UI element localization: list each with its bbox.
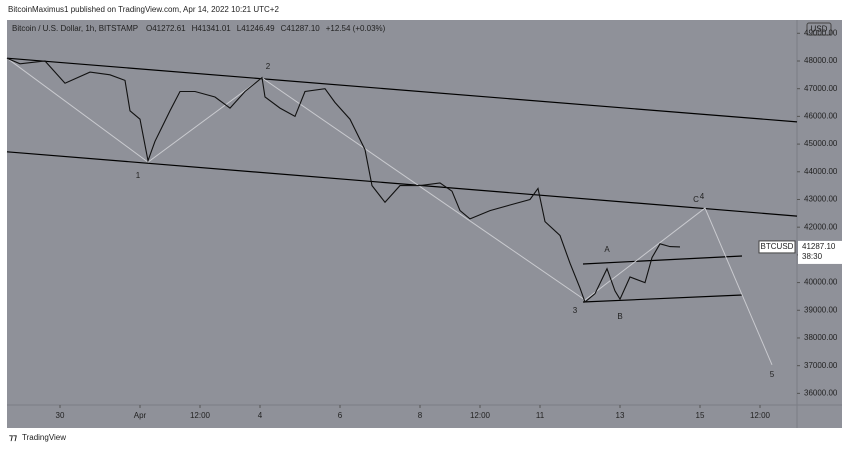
x-tick-label: 15 (696, 411, 705, 420)
symbol-name: BTCUSD (761, 242, 794, 251)
x-tick-label: 8 (418, 411, 423, 420)
trend-line (6, 57, 773, 365)
wave-label: 1 (136, 171, 141, 180)
currency-box (806, 22, 832, 36)
publisher: BitcoinMaximus1 published on TradingView… (8, 5, 279, 14)
countdown: 38:30 (802, 252, 823, 261)
y-tick-label: 40000.00 (804, 278, 838, 287)
wave-label: 4 (700, 192, 705, 201)
price-line (6, 57, 681, 303)
x-tick-label: 12:00 (190, 411, 211, 420)
y-tick-label: 43000.00 (804, 195, 838, 204)
symbol-title: Bitcoin / U.S. Dollar, 1h, BITSTAMP (12, 24, 138, 33)
wave-label: A (604, 245, 610, 254)
ohlc-value: +12.54 (+0.03%) (326, 24, 386, 33)
wave-label: 3 (573, 306, 578, 315)
ohlc-value: O41272.61 (146, 24, 186, 33)
x-tick-label: 6 (338, 411, 343, 420)
x-tick-label: 12:00 (750, 411, 771, 420)
trend-line (6, 151, 798, 217)
y-tick-label: 45000.00 (804, 139, 838, 148)
x-tick-label: 30 (56, 411, 65, 420)
wave-label: C (693, 195, 699, 204)
y-tick-label: 38000.00 (804, 333, 838, 342)
price-label: 41287.10 (802, 242, 836, 251)
currency: USD (811, 25, 828, 34)
y-tick-label: 36000.00 (804, 388, 838, 397)
y-tick-label: 49000.00 (804, 28, 838, 37)
y-tick-label: 44000.00 (804, 167, 838, 176)
logo-mark: ⁊⁊ (9, 433, 17, 442)
y-tick-label: 42000.00 (804, 222, 838, 231)
y-tick-label: 47000.00 (804, 84, 838, 93)
chart-background (7, 20, 842, 428)
brand: TradingView (22, 433, 66, 442)
y-tick-label: 39000.00 (804, 305, 838, 314)
x-tick-label: 11 (536, 411, 545, 420)
price-tag (798, 240, 842, 264)
x-tick-label: Apr (134, 411, 147, 420)
wave-label: 5 (770, 370, 775, 379)
wave-label: 2 (266, 62, 271, 71)
ohlc-value: H41341.01 (192, 24, 232, 33)
y-tick-label: 48000.00 (804, 56, 838, 65)
x-tick-label: 13 (616, 411, 625, 420)
trend-line (6, 57, 798, 123)
trend-line (582, 255, 743, 265)
x-tick-label: 12:00 (470, 411, 491, 420)
wave-label: B (617, 312, 622, 321)
ohlc-value: L41246.49 (237, 24, 275, 33)
ohlc-value: C41287.10 (281, 24, 321, 33)
x-tick-label: 4 (258, 411, 263, 420)
y-tick-label: 46000.00 (804, 111, 838, 120)
trend-line (582, 294, 743, 303)
y-tick-label: 37000.00 (804, 361, 838, 370)
symbol-tag (758, 240, 796, 254)
